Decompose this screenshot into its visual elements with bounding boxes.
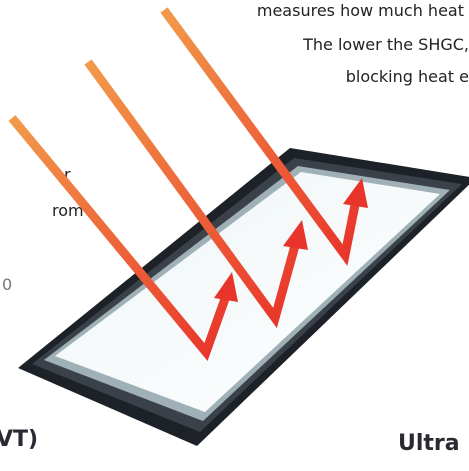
ray-arrowheads xyxy=(214,178,368,302)
top-text-line: The lower the SHGC, xyxy=(302,35,469,54)
glass xyxy=(55,172,440,412)
section-heading: Ultra xyxy=(398,431,460,456)
left-text-line: r xyxy=(64,165,71,184)
ray xyxy=(8,115,231,361)
ray xyxy=(84,59,301,329)
left-text-line: 0 xyxy=(2,275,12,294)
left-text-line: rom xyxy=(52,201,84,220)
heat-rays xyxy=(8,7,361,361)
top-text-line: blocking heat e xyxy=(346,67,469,86)
top-text-line: measures how much heat xyxy=(257,1,464,20)
ray xyxy=(160,7,361,266)
skylight xyxy=(18,148,469,446)
arrowhead xyxy=(343,178,368,208)
arrowhead xyxy=(214,272,238,302)
arrowhead xyxy=(283,220,308,250)
section-heading: VT) xyxy=(0,427,38,452)
